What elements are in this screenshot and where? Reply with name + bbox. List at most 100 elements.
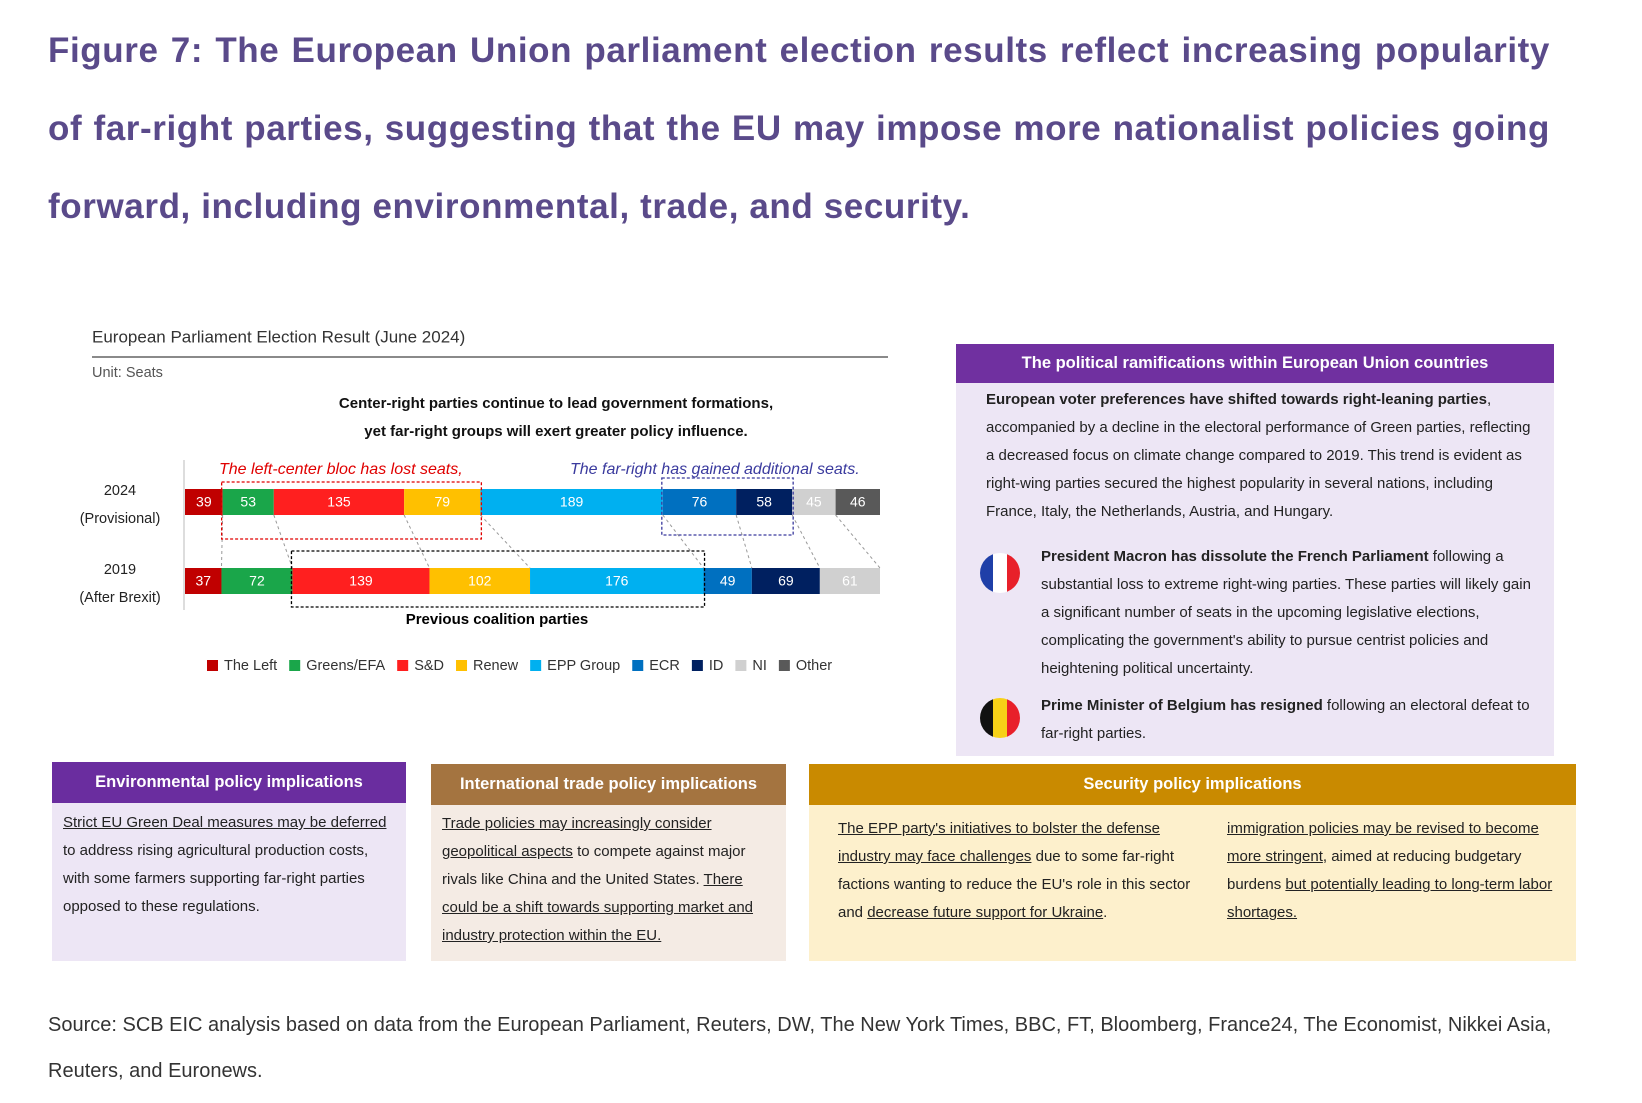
callout: The left-center bloc has lost seats, <box>219 461 463 478</box>
figure-title: Figure 7: The European Union parliament … <box>48 31 1550 226</box>
bar-segment <box>292 568 430 594</box>
legend-swatch <box>778 660 790 671</box>
data-label: 37 <box>195 573 211 589</box>
text-run: Trade policies may increasingly consider… <box>442 815 712 860</box>
panel-header: The political ramifications within Europ… <box>956 344 1554 383</box>
text-run: following a substantial loss to extreme … <box>1041 548 1531 677</box>
category-label: 2019 <box>104 562 136 578</box>
text-run: due to some far-right factions wanting t… <box>838 848 1191 921</box>
data-label: 69 <box>778 573 794 589</box>
text-run: , aimed at reducing budgetary burdens <box>1227 848 1522 893</box>
legend-label: The Left <box>224 658 277 674</box>
flag-france <box>980 553 1020 593</box>
bar-segment <box>751 568 820 594</box>
data-label: 76 <box>692 494 708 510</box>
legend-swatch <box>456 660 468 671</box>
legend-swatch <box>632 660 644 671</box>
text-run: European voter preferences have shifted … <box>986 391 1487 408</box>
category-label: (After Brexit) <box>79 590 160 606</box>
text-run: to compete against major rivals like Chi… <box>442 843 746 888</box>
connector <box>273 514 293 569</box>
env-header: Environmental policy implications <box>52 762 406 803</box>
data-label: 79 <box>434 494 450 510</box>
data-label: 53 <box>240 494 256 510</box>
data-label: 139 <box>349 573 373 589</box>
callout: The far-right has gained additional seat… <box>570 461 860 478</box>
callout-box <box>220 481 483 540</box>
callout-box <box>661 477 794 536</box>
connector <box>735 514 753 569</box>
panel-item: Prime Minister of Belgium has resigned f… <box>1041 692 1541 748</box>
chart-subtitle: Unit: Seats <box>92 365 163 381</box>
trade-text: Trade policies may increasingly consider… <box>442 810 780 950</box>
connector <box>835 514 881 569</box>
env-box <box>52 803 406 961</box>
bar-segment <box>819 568 880 594</box>
flag-belgium <box>980 698 1020 738</box>
text-run: President Macron has dissolute the Frenc… <box>1041 548 1429 565</box>
legend-swatch <box>691 660 703 671</box>
bar-segment <box>530 568 704 594</box>
text-run: following an electoral defeat to far-rig… <box>1041 697 1530 742</box>
callout: Previous coalition parties <box>406 611 589 628</box>
text-run: decrease future support for Ukraine <box>867 904 1104 921</box>
text-run: . <box>1103 904 1108 921</box>
security-box <box>809 805 1576 961</box>
bar-segment <box>429 568 531 594</box>
security-text: The EPP party's initiatives to bolster t… <box>838 815 1193 927</box>
security-header: Security policy implications <box>809 764 1576 805</box>
bar-segment <box>222 489 274 515</box>
trade-box <box>431 805 786 961</box>
connector <box>403 514 430 569</box>
trade-header: International trade policy implications <box>431 764 786 805</box>
text-run: to address rising agricultural productio… <box>63 842 369 915</box>
connector <box>480 514 531 569</box>
bar-segment <box>662 489 737 515</box>
annotation: Center-right parties continue to lead go… <box>339 395 773 412</box>
legend-label: NI <box>752 658 767 674</box>
bar-segment <box>703 568 752 594</box>
data-label: 49 <box>720 573 736 589</box>
chart: European Parliament Election Result (Jun… <box>79 327 888 674</box>
legend-swatch <box>530 660 542 671</box>
panel <box>956 383 1554 756</box>
connector <box>220 514 224 569</box>
legend-swatch <box>735 660 747 671</box>
bar-segment <box>480 489 663 515</box>
category-label: (Provisional) <box>80 511 161 527</box>
data-label: 39 <box>196 494 212 510</box>
legend-label: EPP Group <box>547 658 620 674</box>
text-run: but potentially leading to long-term lab… <box>1227 876 1553 921</box>
callout-box <box>290 550 706 608</box>
legend-label: S&D <box>414 658 444 674</box>
source-note: Source: SCB EIC analysis based on data f… <box>48 1014 1552 1082</box>
panel-item: President Macron has dissolute the Frenc… <box>1041 543 1541 683</box>
category-label: 2024 <box>104 483 136 499</box>
bar-segment <box>736 489 793 515</box>
legend-swatch <box>207 660 218 671</box>
legend-label: Renew <box>473 658 519 674</box>
bar-segment <box>273 489 405 515</box>
connector <box>662 514 704 569</box>
bar-segment <box>835 489 880 515</box>
data-label: 102 <box>468 573 492 589</box>
data-label: 176 <box>605 573 629 589</box>
security-text: immigration policies may be revised to b… <box>1227 815 1567 927</box>
legend-label: ID <box>709 658 724 674</box>
text-run: Prime Minister of Belgium has resigned <box>1041 697 1323 714</box>
data-label: 58 <box>756 494 772 510</box>
legend-swatch <box>397 660 409 671</box>
chart-title: European Parliament Election Result (Jun… <box>92 327 465 346</box>
legend-swatch <box>289 660 301 671</box>
data-label: 189 <box>560 494 584 510</box>
text-run: There could be a shift towards supportin… <box>442 871 754 944</box>
legend-label: Greens/EFA <box>306 658 385 674</box>
text-run: The EPP party's initiatives to bolster t… <box>838 820 1160 865</box>
panel-intro: European voter preferences have shifted … <box>986 386 1534 526</box>
data-label: 135 <box>327 494 351 510</box>
annotation: yet far-right groups will exert greater … <box>364 423 747 440</box>
text-run: , accompanied by a decline in the electo… <box>986 391 1531 520</box>
text-run: immigration policies may be revised to b… <box>1227 820 1539 865</box>
bar-segment <box>221 568 293 594</box>
